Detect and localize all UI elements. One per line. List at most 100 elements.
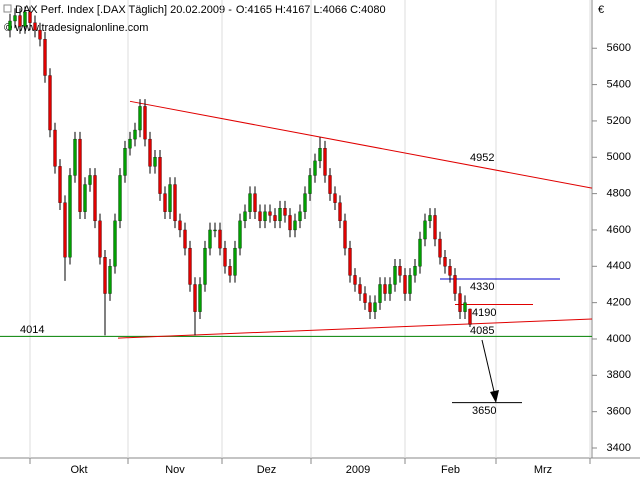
- chart-title: DAX Perf. Index [.DAX Täglich] 20.02.200…: [15, 4, 232, 16]
- candle-body: [308, 175, 312, 194]
- candle-body: [373, 302, 377, 312]
- candle-body: [408, 275, 412, 294]
- candle-body: [223, 247, 227, 267]
- y-tick-label: 5000: [607, 151, 631, 163]
- currency: €: [598, 4, 604, 16]
- candle-body: [288, 215, 292, 231]
- candle-body: [173, 184, 177, 222]
- candle-body: [98, 220, 102, 258]
- candle-body: [368, 302, 372, 312]
- candle-body: [168, 184, 172, 212]
- candle-body: [353, 275, 357, 285]
- candle-body: [78, 138, 82, 212]
- candle-body: [298, 211, 302, 222]
- candle-body: [33, 22, 37, 31]
- candle-body: [18, 15, 22, 27]
- y-tick-label: 3600: [607, 406, 631, 418]
- y-tick-label: 4000: [607, 333, 631, 345]
- candle-body: [13, 15, 17, 22]
- candle-body: [203, 247, 207, 285]
- level-label: 4190: [472, 307, 496, 319]
- candle-body: [413, 266, 417, 276]
- candle-body: [53, 129, 57, 167]
- candle-body: [438, 238, 442, 258]
- candle-body: [468, 308, 472, 325]
- candle-body: [258, 211, 262, 222]
- x-tick-label: Nov: [165, 464, 185, 476]
- candle-body: [328, 175, 332, 194]
- candle-body: [208, 229, 212, 249]
- candle-body: [278, 208, 282, 222]
- candle-body: [358, 284, 362, 294]
- candle-body: [83, 184, 87, 212]
- candle-body: [58, 166, 62, 203]
- x-tick-label: 2009: [346, 464, 370, 476]
- candle-body: [123, 148, 127, 176]
- ohlc-label: C:4080: [350, 4, 385, 16]
- candle-body: [158, 157, 162, 194]
- candle-body: [398, 266, 402, 276]
- arrow-head: [490, 390, 499, 403]
- candle-body: [263, 211, 267, 222]
- candle-body: [198, 284, 202, 312]
- candle-body: [458, 293, 462, 312]
- candle-body: [318, 148, 322, 162]
- candle-body: [148, 138, 152, 167]
- candle-body: [143, 106, 147, 140]
- candle-body: [423, 220, 427, 240]
- candle-body: [403, 275, 407, 294]
- candle-body: [443, 257, 447, 267]
- candle-body: [303, 193, 307, 212]
- ohlc-label: L:4066: [313, 4, 347, 16]
- candle-body: [333, 193, 337, 203]
- candle-body: [108, 266, 112, 294]
- candle-body: [23, 11, 27, 27]
- level-label: 3650: [472, 405, 496, 417]
- candle-body: [418, 238, 422, 267]
- candle-body: [243, 211, 247, 222]
- ohlc-label: O:4165: [236, 4, 272, 16]
- y-tick-label: 5600: [607, 42, 631, 54]
- candle-body: [68, 175, 72, 258]
- candle-body: [218, 229, 222, 249]
- candle-body: [73, 138, 77, 176]
- level-label: 4330: [470, 281, 494, 293]
- candle-body: [163, 193, 167, 212]
- annotation: 4085: [470, 325, 494, 337]
- x-tick-label: Dez: [257, 464, 277, 476]
- level-label: 4014: [20, 324, 44, 336]
- candle-body: [188, 247, 192, 285]
- candle-body: [133, 129, 137, 140]
- y-tick-label: 4400: [607, 260, 631, 272]
- candle-body: [338, 202, 342, 222]
- candle-body: [393, 266, 397, 285]
- candle-body: [43, 39, 47, 76]
- candle-body: [8, 20, 12, 31]
- candle-body: [433, 215, 437, 240]
- y-tick-label: 5200: [607, 115, 631, 127]
- candle-body: [238, 220, 242, 249]
- y-tick-label: 5400: [607, 78, 631, 90]
- candle-body: [38, 29, 42, 40]
- candle-body: [463, 302, 467, 312]
- candle-body: [138, 106, 142, 131]
- candle-body: [323, 148, 327, 176]
- candle-body: [273, 215, 277, 222]
- candle-body: [128, 138, 132, 149]
- candle-body: [213, 229, 217, 232]
- candle-body: [313, 160, 317, 176]
- candle-body: [88, 175, 92, 185]
- annotation: 4952: [470, 152, 494, 164]
- candle-body: [63, 202, 67, 258]
- candle-body: [293, 220, 297, 231]
- arrow: [481, 339, 497, 401]
- candle-body: [363, 293, 367, 303]
- candle-body: [448, 266, 452, 276]
- candle-body: [28, 11, 32, 23]
- candle-body: [253, 193, 257, 212]
- trendline: [117, 318, 593, 339]
- x-tick-label: Feb: [441, 464, 460, 476]
- candle-body: [348, 247, 352, 276]
